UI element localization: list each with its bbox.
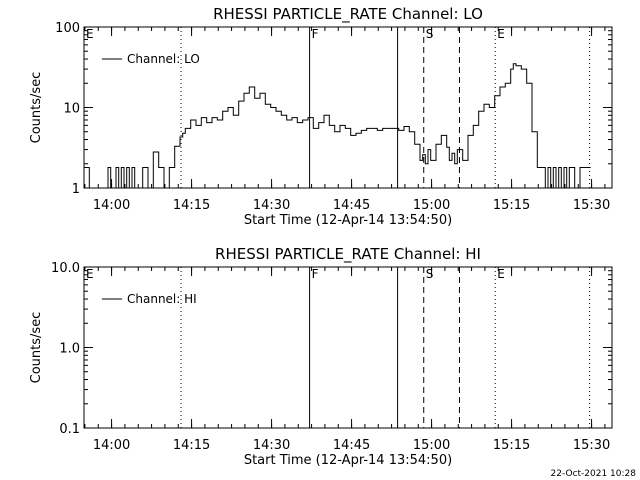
chart-2-x-axis-label: Start Time (12-Apr-14 13:54:50) xyxy=(244,453,452,468)
chart-1-x-tick-label: 15:00 xyxy=(413,198,450,213)
chart-2-x-tick-label: 14:30 xyxy=(253,438,290,453)
chart-1-y-tick-label: 1 xyxy=(72,182,80,197)
chart-2-x-tick-label: 15:30 xyxy=(573,438,610,453)
chart-2-x-tick-label: 14:45 xyxy=(333,438,370,453)
chart-2-marker-label: F xyxy=(312,267,319,281)
chart-2-group: RHESSI PARTICLE_RATE Channel: HI 10.0 1.0 0… xyxy=(29,245,613,468)
chart-1-x-tick-label: 14:30 xyxy=(253,198,290,213)
chart-1-series-line xyxy=(84,63,591,189)
chart-2-marker-label: S xyxy=(426,267,434,281)
chart-1-y-tick-label: 100 xyxy=(55,21,80,36)
chart-2-x-tick-label: 14:15 xyxy=(173,438,210,453)
chart-1-marker-label: F xyxy=(312,27,319,41)
chart-2-y-axis-label: Counts/sec xyxy=(29,312,44,384)
footer-timestamp: 22-Oct-2021 10:28 xyxy=(551,469,637,479)
chart-2-legend-label: Channel: HI xyxy=(127,292,197,306)
chart-2-title: RHESSI PARTICLE_RATE Channel: HI xyxy=(215,245,481,264)
chart-2-marker-label: E xyxy=(497,267,505,281)
chart-1-x-tick-label: 14:00 xyxy=(93,198,130,213)
chart-2-x-tick-label: 14:00 xyxy=(93,438,130,453)
chart-2-x-tick-label: 15:00 xyxy=(413,438,450,453)
chart-1-y-tick-label: 10 xyxy=(63,102,80,117)
chart-2-x-tick-label: 15:15 xyxy=(493,438,530,453)
chart-1-marker-label: E xyxy=(497,27,505,41)
chart-1-group: RHESSI PARTICLE_RATE Channel: LO 100 10 1 14… xyxy=(29,5,613,228)
chart-1-marker-label: S xyxy=(426,27,434,41)
chart-2-marker-label: E xyxy=(86,267,94,281)
chart-1-legend-label: Channel: LO xyxy=(127,52,200,66)
chart-1-title: RHESSI PARTICLE_RATE Channel: LO xyxy=(213,5,483,24)
chart-1-x-tick-label: 14:45 xyxy=(333,198,370,213)
chart-1-x-tick-label: 15:15 xyxy=(493,198,530,213)
chart-1-x-tick-label: 14:15 xyxy=(173,198,210,213)
chart-2-y-tick-label: 1.0 xyxy=(59,342,80,357)
chart-1-y-axis-label: Counts/sec xyxy=(29,72,44,144)
chart-2-y-tick-label: 0.1 xyxy=(59,422,80,437)
chart-1-marker-label: E xyxy=(86,27,94,41)
chart-1-x-axis-label: Start Time (12-Apr-14 13:54:50) xyxy=(244,213,452,228)
chart-2-y-tick-label: 10.0 xyxy=(51,261,80,276)
chart-1-x-tick-label: 15:30 xyxy=(573,198,610,213)
